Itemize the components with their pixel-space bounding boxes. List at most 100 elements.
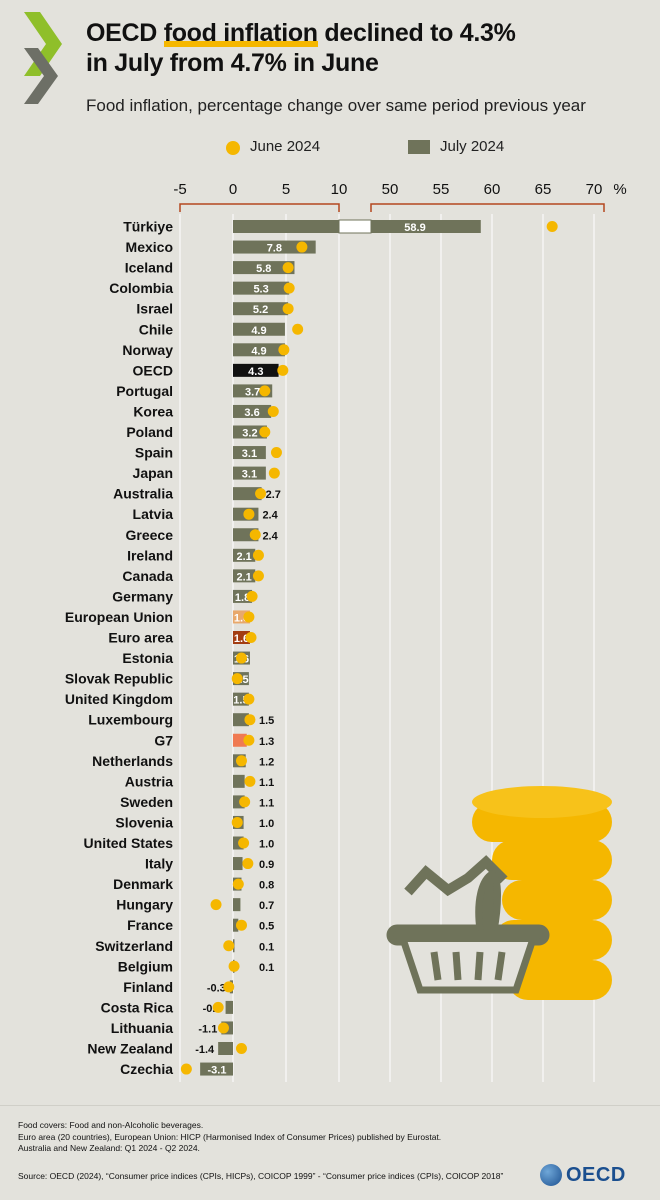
title-line-2: in July from 4.7% in June [86, 49, 379, 77]
bar-value-label: -1.1 [198, 1023, 217, 1035]
june-dot [235, 755, 247, 767]
bar-july [200, 1062, 233, 1076]
bar-value-label: 1.2 [259, 756, 274, 768]
country-label: Denmark [113, 876, 173, 892]
chart-subtitle: Food inflation, percentage change over s… [86, 96, 586, 115]
bar-july [218, 1042, 233, 1055]
country-label: Latvia [133, 506, 174, 522]
june-dot [249, 529, 261, 541]
country-label: Portugal [116, 383, 173, 399]
bar-break-gap [338, 219, 372, 234]
bar-value-label: 5.8 [256, 263, 271, 275]
bar-value-label: 1.5 [259, 715, 274, 727]
chevron-grey-icon [24, 48, 58, 104]
june-dot [252, 549, 264, 561]
bar-value-label: 4.9 [251, 325, 266, 337]
legend-june-marker [226, 141, 240, 155]
june-dot [292, 323, 304, 335]
june-dot [210, 899, 222, 911]
bar-july [233, 733, 247, 747]
june-dot [243, 693, 255, 705]
country-label: Austria [125, 773, 173, 789]
country-label: Costa Rica [101, 999, 174, 1015]
june-dot [228, 960, 240, 972]
bar-value-label: 0.5 [259, 921, 274, 933]
legend-july-label: July 2024 [440, 138, 505, 155]
bar-value-label: 3.6 [244, 407, 259, 419]
bar-value-label: 1.3 [259, 736, 274, 748]
june-dot [255, 488, 267, 500]
country-label: Finland [123, 979, 173, 995]
x-tick-label: -5 [173, 181, 186, 198]
june-dot [278, 344, 290, 356]
bar-july [233, 631, 250, 644]
country-label: Türkiye [123, 219, 173, 235]
bar-value-label: -1.4 [195, 1044, 215, 1056]
footnote-3: Australia and New Zealand: Q1 2024 - Q2 … [18, 1143, 200, 1153]
country-label: Greece [126, 527, 174, 543]
bar-july [233, 302, 289, 316]
x-tick-label: 60 [484, 181, 501, 198]
country-label: Mexico [126, 239, 173, 255]
bar-value-label: 1.6 [234, 633, 249, 645]
page-title: OECD food inflation declined to 4.3% in … [86, 19, 516, 77]
june-dot [277, 364, 289, 376]
june-dot [243, 508, 255, 520]
oecd-logo-text: OECD [566, 1164, 626, 1186]
legend: June 2024 July 2024 [0, 136, 660, 160]
june-dot [245, 632, 257, 643]
bar-value-label: 2.7 [266, 489, 281, 501]
bar-july [233, 774, 245, 788]
country-label: Switzerland [95, 938, 173, 954]
country-label: Lithuania [111, 1020, 173, 1036]
june-dot [296, 241, 308, 253]
country-label: Chile [139, 321, 173, 337]
country-label: Hungary [116, 897, 173, 913]
bar-july [233, 404, 272, 418]
bar-july [233, 322, 285, 336]
x-tick-label: 55 [433, 181, 450, 198]
june-dot [232, 878, 244, 890]
country-label: Netherlands [92, 753, 173, 769]
bar-value-label: 1.8 [235, 592, 250, 604]
june-dot [238, 837, 250, 849]
country-label: New Zealand [87, 1041, 173, 1057]
bar-value-label: 4.3 [248, 366, 263, 378]
bar-value-label: 0.7 [259, 900, 274, 912]
x-tick-label: 50 [382, 181, 399, 198]
june-dot [235, 1043, 247, 1054]
title-highlight: food inflation [163, 19, 318, 47]
bar-value-label: 1.0 [259, 839, 274, 851]
x-tick-label: 70 [586, 181, 603, 198]
bar-value-label: 0.1 [259, 941, 274, 953]
june-dot [252, 570, 264, 582]
bar-july [233, 548, 256, 562]
country-label: Czechia [120, 1061, 173, 1077]
country-label: United Kingdom [65, 691, 173, 707]
june-dot [217, 1022, 229, 1034]
bar-july [233, 466, 266, 480]
country-label: Italy [145, 856, 173, 872]
bar-july [233, 261, 295, 275]
country-label: Sweden [120, 794, 173, 810]
bar-value-label: 58.9 [404, 222, 425, 234]
axis-break-bracket-right [370, 203, 605, 212]
country-label: Poland [126, 424, 173, 440]
june-dot [243, 734, 255, 746]
oecd-footer-logo: OECD [540, 1162, 650, 1190]
bar-value-label: 2.1 [236, 571, 251, 583]
bar-july [225, 1000, 233, 1014]
country-label: Colombia [109, 280, 173, 296]
bar-value-label: 2.4 [262, 510, 278, 522]
bar-value-label: 1.1 [259, 777, 274, 789]
country-label: G7 [154, 732, 173, 748]
june-dot [282, 262, 294, 274]
bar-value-label: 0.8 [259, 880, 274, 892]
x-unit-label: % [613, 181, 626, 198]
x-tick-label: 5 [282, 181, 290, 198]
legend-june-label: June 2024 [250, 138, 321, 155]
axis-break-bracket-left [179, 203, 340, 212]
country-label: Norway [122, 342, 173, 358]
country-label: France [127, 917, 173, 933]
bar-july [233, 220, 339, 233]
